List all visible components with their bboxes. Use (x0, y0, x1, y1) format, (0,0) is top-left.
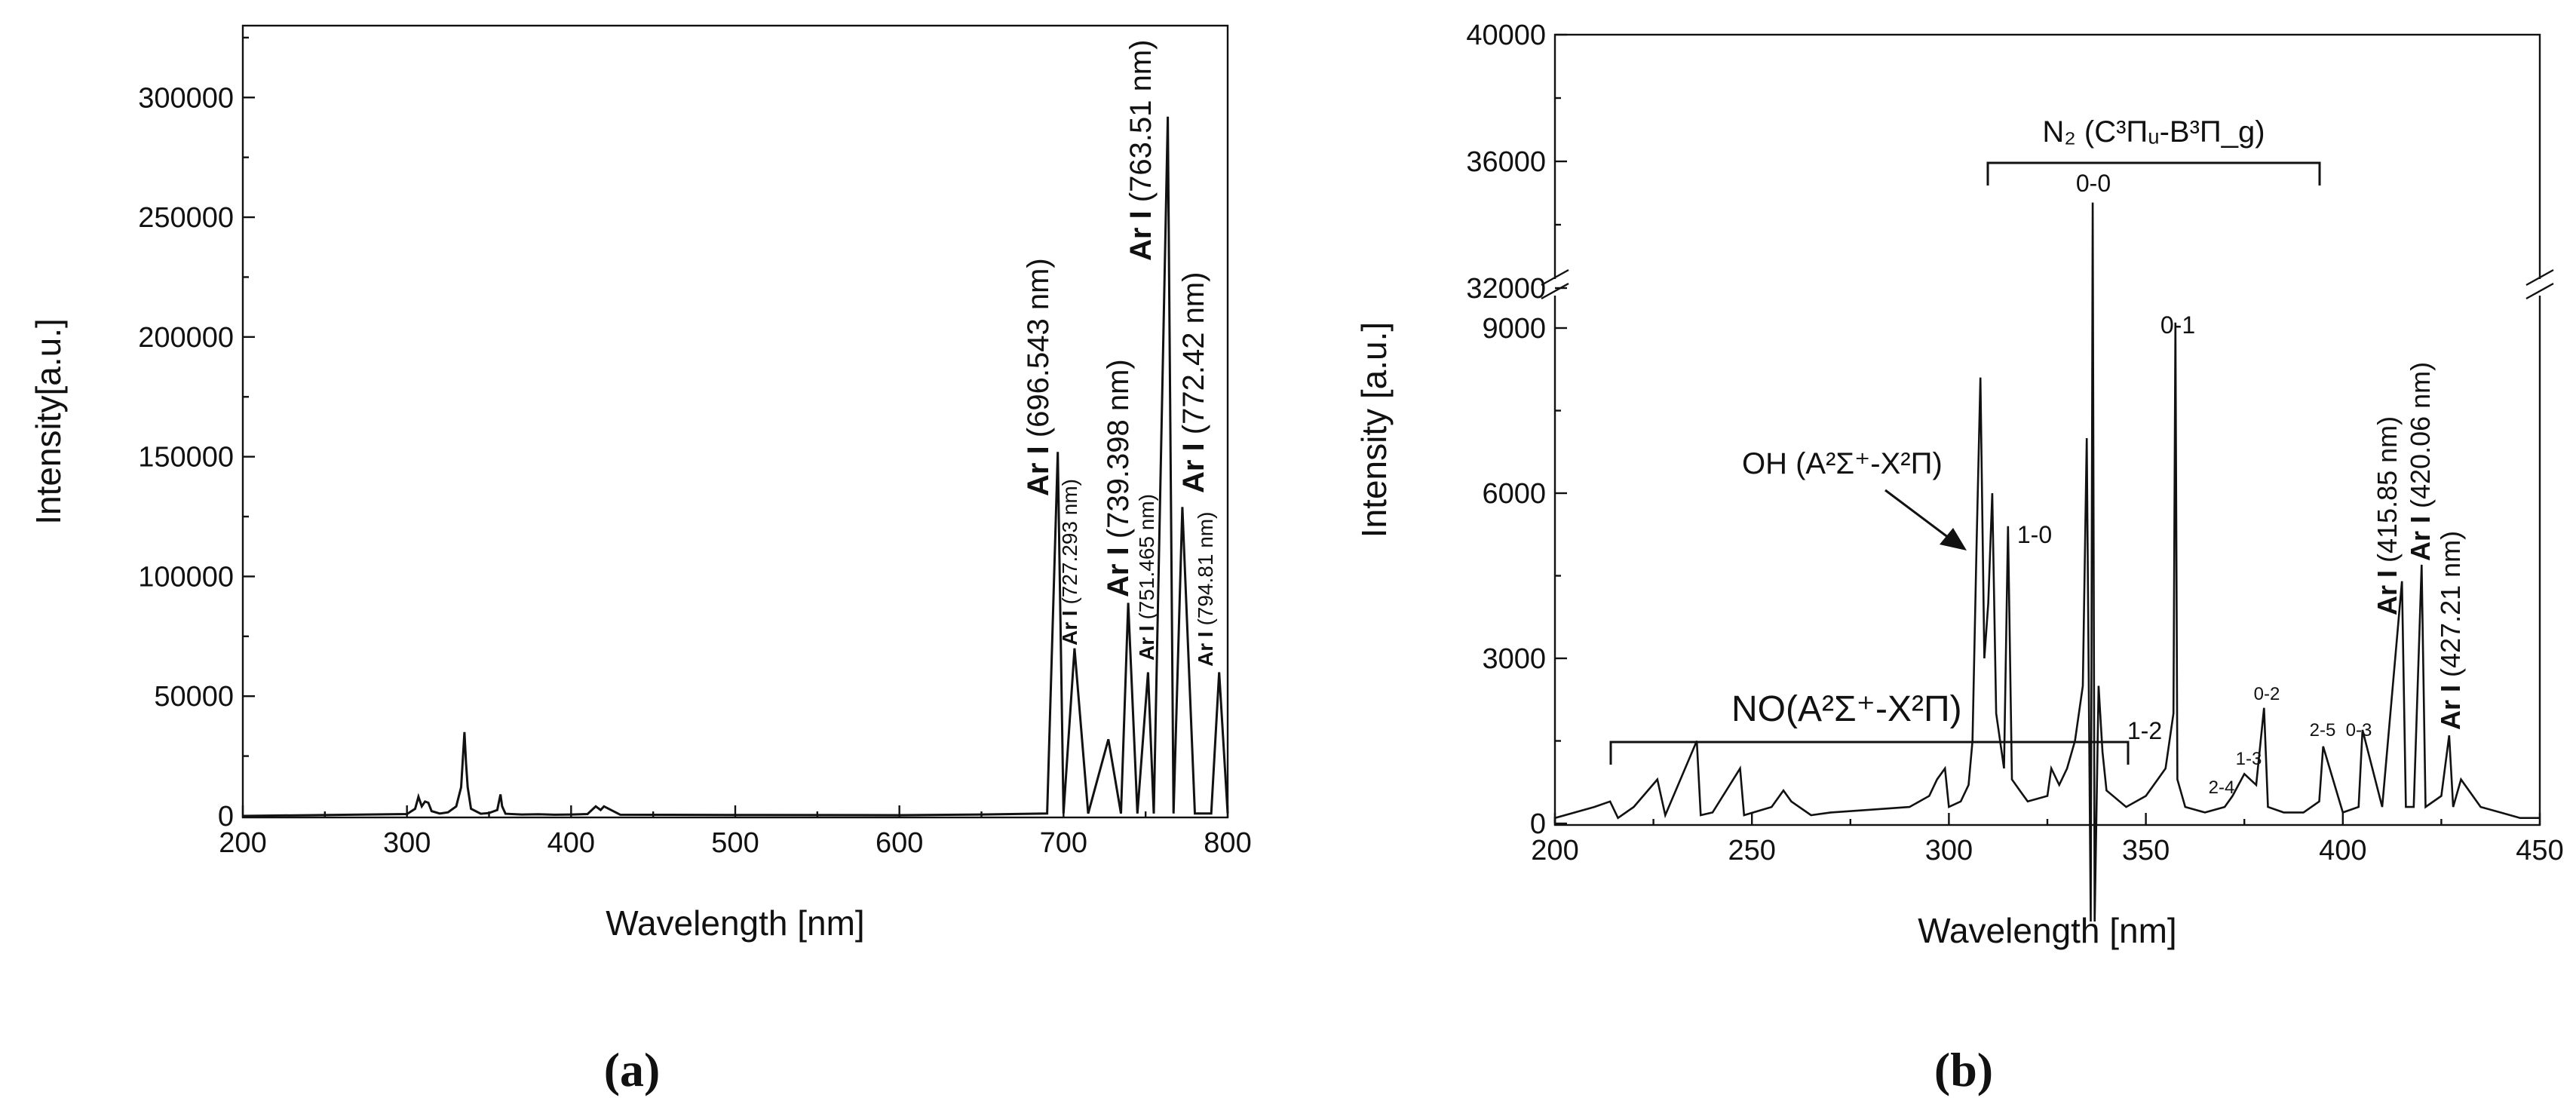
annotation-ar-415-wavelength: (415.85 nm) (2372, 416, 2403, 570)
annotation-ar-794-species: Ar I (1194, 631, 1217, 667)
y-tick-label-b: 3000 (1482, 643, 1546, 675)
spectrum-line-a (242, 116, 1229, 817)
x-tick-label-a: 200 (219, 827, 266, 859)
annotation-ar-751: Ar I (751.465 nm) (1135, 494, 1158, 661)
annotation-ar-420-species: Ar I (2405, 516, 2436, 561)
x-axis-label-a: Wavelength [nm] (606, 903, 864, 943)
annotation-ar-739-species: Ar I (1102, 547, 1135, 597)
x-tick-label-a: 700 (1040, 827, 1087, 859)
annotation-ar-696-species: Ar I (1022, 446, 1055, 496)
panel-a: 200 300 400 500 600 700 800 0 50000 100000 150000… (29, 24, 1252, 1096)
y-axis-label-a: Intensity[a.u.] (29, 318, 68, 525)
y-axis-b: 0 3000 6000 9000 32000 36000 40000 (1466, 20, 1567, 840)
band-label-1-2: 1-2 (2127, 717, 2162, 744)
x-tick-label-b: 200 (1531, 835, 1578, 866)
y-tick-label-b: 0 (1530, 808, 1546, 840)
band-label-0-2: 0-2 (2254, 684, 2280, 704)
annotation-ar-772-wavelength: (772.42 nm) (1177, 272, 1210, 443)
x-axis-a: 200 300 400 500 600 700 800 (219, 805, 1252, 859)
x-tick-label-b: 400 (2319, 835, 2366, 866)
x-tick-label-b: 350 (2122, 835, 2170, 866)
n2-band-bracket (1986, 161, 2321, 186)
band-label-0-3: 0-3 (2346, 720, 2372, 741)
no-band-label: NO(A²Σ⁺-X²Π) (1731, 689, 1962, 729)
annotation-ar-772: Ar I (772.42 nm) (1177, 272, 1210, 493)
annotation-ar-727-wavelength: (727.293 nm) (1058, 479, 1081, 610)
annotation-ar-696-wavelength: (696.543 nm) (1022, 258, 1055, 446)
x-tick-label-a: 400 (547, 827, 595, 859)
y-tick-label-b: 9000 (1482, 313, 1546, 345)
y-tick-label-a: 50000 (154, 681, 234, 713)
axis-break-mark-right-2 (2525, 282, 2554, 300)
annotation-ar-794: Ar I (794.81 nm) (1194, 512, 1217, 667)
y-tick-label-a: 250000 (138, 202, 234, 234)
x-tick-label-a: 800 (1204, 827, 1251, 859)
band-label-2-4: 2-4 (2209, 777, 2235, 798)
oh-arrow-shaft (1884, 489, 1952, 541)
y-tick-label-b: 40000 (1466, 20, 1546, 51)
x-tick-label-b: 450 (2516, 835, 2563, 866)
y-tick-label-a: 200000 (138, 322, 234, 354)
x-axis-b: 200 250 300 350 400 450 (1531, 813, 2564, 866)
y-tick-label-b: 6000 (1482, 478, 1546, 510)
band-label-1-3: 1-3 (2236, 749, 2262, 769)
annotation-ar-427-species: Ar I (2435, 685, 2466, 730)
annotation-ar-420-wavelength: (420.06 nm) (2405, 362, 2436, 516)
no-band-bracket (1609, 741, 2130, 765)
panel-b: 200 250 300 350 400 450 0 3000 6000 9000 32000 360… (1354, 20, 2564, 1096)
y-tick-label-b: 32000 (1466, 273, 1546, 305)
panel-label-a: (a) (604, 1043, 661, 1096)
x-tick-label-a: 500 (711, 827, 759, 859)
annotation-ar-763-wavelength: (763.51 nm) (1124, 40, 1158, 211)
oh-band-label: OH (A²Σ⁺-X²Π) (1742, 447, 1943, 480)
annotation-ar-420: Ar I (420.06 nm) (2405, 362, 2436, 561)
x-tick-label-b: 250 (1728, 835, 1775, 866)
plot-frame-a (241, 24, 1229, 819)
axis-break-mark-left-1 (1541, 268, 1569, 287)
y-tick-label-a: 100000 (138, 561, 234, 593)
annotation-ar-772-species: Ar I (1177, 443, 1210, 493)
annotation-ar-415: Ar I (415.85 nm) (2372, 416, 2403, 615)
n2-band-label: N₂ (C³Πᵤ-B³Π_g) (2042, 115, 2265, 149)
band-label-2-5: 2-5 (2310, 720, 2336, 741)
axis-break-gap-right (2523, 279, 2556, 296)
y-axis-a: 0 50000 100000 150000 200000 250000 300000 (138, 36, 255, 833)
annotation-ar-739-wavelength: (739.398 nm) (1102, 359, 1135, 547)
y-tick-label-b: 36000 (1466, 146, 1546, 178)
annotation-ar-727: Ar I (727.293 nm) (1058, 479, 1081, 646)
y-tick-label-a: 0 (218, 801, 234, 833)
band-label-0-0: 0-0 (2076, 170, 2111, 197)
band-label-0-1: 0-1 (2160, 311, 2195, 339)
annotation-ar-696: Ar I (696.543 nm) (1022, 258, 1055, 496)
annotation-ar-727-species: Ar I (1058, 610, 1081, 646)
band-label-1-0: 1-0 (2017, 521, 2052, 548)
axis-break-mark-right-1 (2525, 268, 2554, 287)
x-tick-label-a: 300 (383, 827, 431, 859)
x-tick-label-a: 600 (876, 827, 923, 859)
y-axis-label-b: Intensity [a.u.] (1354, 322, 1394, 538)
annotation-ar-794-wavelength: (794.81 nm) (1194, 512, 1217, 632)
annotation-ar-751-wavelength: (751.465 nm) (1135, 494, 1158, 625)
y-tick-label-a: 150000 (138, 442, 234, 474)
panel-label-b: (b) (1934, 1043, 1993, 1096)
axis-break-mark-left-2 (1541, 282, 1569, 300)
annotation-ar-427: Ar I (427.21 nm) (2435, 531, 2466, 730)
annotation-ar-427-wavelength: (427.21 nm) (2435, 531, 2466, 685)
annotation-ar-763-species: Ar I (1124, 210, 1158, 261)
x-axis-label-b: Wavelength [nm] (1918, 911, 2176, 950)
annotation-ar-739: Ar I (739.398 nm) (1102, 359, 1135, 597)
annotation-ar-751-species: Ar I (1135, 625, 1158, 661)
annotation-ar-415-species: Ar I (2372, 570, 2403, 615)
x-tick-label-b: 300 (1925, 835, 1973, 866)
y-tick-label-a: 300000 (138, 82, 234, 114)
oh-arrow-head (1940, 528, 1967, 550)
spectrum-line-b (1553, 202, 2540, 922)
annotation-ar-763: Ar I (763.51 nm) (1124, 40, 1158, 261)
